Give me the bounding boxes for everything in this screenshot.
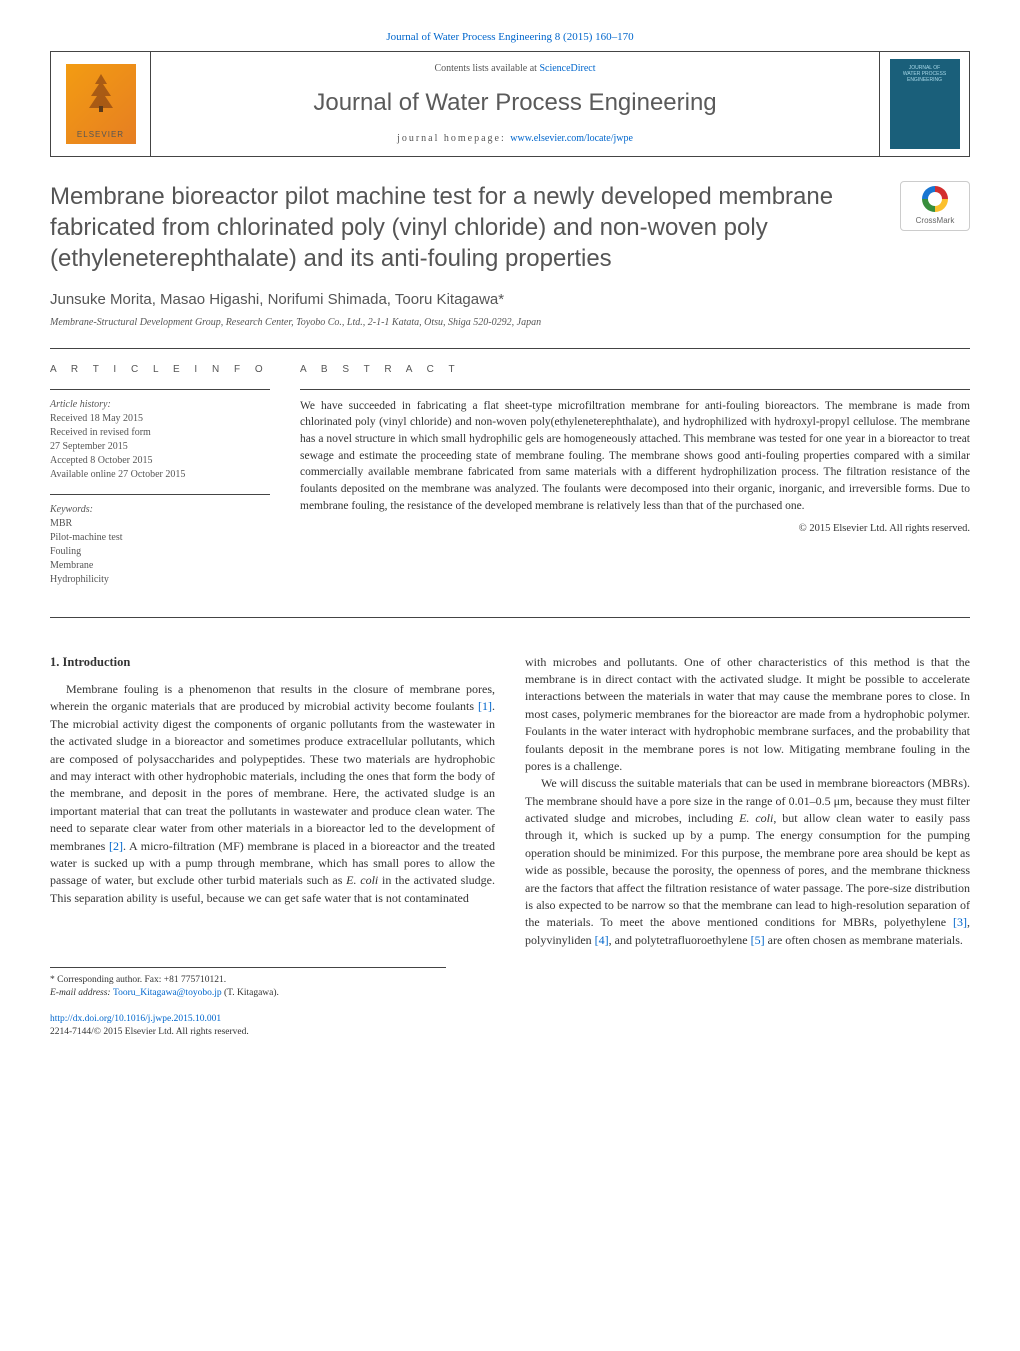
keyword-4: Membrane [50, 559, 270, 573]
corresponding-author: * Corresponding author. Fax: +81 7757101… [50, 974, 446, 987]
abstract-divider [300, 389, 970, 390]
ref-5-link[interactable]: [5] [751, 933, 765, 947]
keywords-heading: Keywords: [50, 503, 270, 517]
history-online: Available online 27 October 2015 [50, 468, 270, 482]
info-divider-1 [50, 389, 270, 390]
body-paragraph-1: Membrane fouling is a phenomenon that re… [50, 681, 495, 907]
journal-name: Journal of Water Process Engineering [159, 86, 871, 120]
ecoli-italic-2: E. coli [739, 811, 773, 825]
elsevier-tree-icon [81, 70, 121, 114]
header-citation: Journal of Water Process Engineering 8 (… [50, 30, 970, 45]
info-divider-2 [50, 494, 270, 495]
p1-text-a: Membrane fouling is a phenomenon that re… [50, 682, 495, 713]
body-paragraph-3: We will discuss the suitable materials t… [525, 775, 970, 949]
doi-link[interactable]: http://dx.doi.org/10.1016/j.jwpe.2015.10… [50, 1014, 221, 1024]
keyword-3: Fouling [50, 545, 270, 559]
contents-prefix: Contents lists available at [434, 63, 539, 74]
history-accepted: Accepted 8 October 2015 [50, 454, 270, 468]
affiliation: Membrane-Structural Development Group, R… [50, 316, 970, 330]
elsevier-logo: ELSEVIER [66, 64, 136, 144]
body-column-left: 1. Introduction Membrane fouling is a ph… [50, 654, 495, 950]
article-info-column: A R T I C L E I N F O Article history: R… [50, 363, 270, 599]
article-info-label: A R T I C L E I N F O [50, 363, 270, 377]
publisher-logo-cell: ELSEVIER [51, 52, 151, 156]
page-footer: http://dx.doi.org/10.1016/j.jwpe.2015.10… [50, 1013, 970, 1040]
history-block: Article history: Received 18 May 2015 Re… [50, 398, 270, 482]
abstract-copyright: © 2015 Elsevier Ltd. All rights reserved… [300, 522, 970, 537]
body-paragraph-2: with microbes and pollutants. One of oth… [525, 654, 970, 776]
ref-2-link[interactable]: [2] [109, 839, 123, 853]
history-revised-1: Received in revised form [50, 426, 270, 440]
p3-text-b: , but allow clean water to easily pass t… [525, 811, 970, 929]
section-1-heading: 1. Introduction [50, 654, 495, 672]
journal-cover-thumb: JOURNAL OF WATER PROCESS ENGINEERING [890, 59, 960, 149]
email-label: E-mail address: [50, 988, 113, 998]
keyword-5: Hydrophilicity [50, 573, 270, 587]
cover-line-3: ENGINEERING [907, 77, 942, 83]
history-heading: Article history: [50, 398, 270, 412]
p3-text-e: are often chosen as membrane materials. [765, 933, 963, 947]
masthead-center: Contents lists available at ScienceDirec… [151, 52, 879, 156]
divider-bottom [50, 617, 970, 618]
body-column-right: with microbes and pollutants. One of oth… [525, 654, 970, 950]
masthead: ELSEVIER Contents lists available at Sci… [50, 51, 970, 157]
crossmark-icon [922, 186, 948, 212]
history-revised-2: 27 September 2015 [50, 440, 270, 454]
crossmark-badge[interactable]: CrossMark [900, 181, 970, 231]
p3-text-d: , and polytetrafluoroethylene [609, 933, 751, 947]
ecoli-italic-1: E. coli [346, 873, 378, 887]
p1-text-b: . The microbial activity digest the comp… [50, 699, 495, 852]
sciencedirect-link[interactable]: ScienceDirect [539, 63, 595, 74]
email-tail: (T. Kitagawa). [222, 988, 279, 998]
homepage-line: journal homepage: www.elsevier.com/locat… [159, 132, 871, 146]
history-received: Received 18 May 2015 [50, 412, 270, 426]
footnotes: * Corresponding author. Fax: +81 7757101… [50, 967, 446, 1001]
cover-cell: JOURNAL OF WATER PROCESS ENGINEERING [879, 52, 969, 156]
keywords-block: Keywords: MBR Pilot-machine test Fouling… [50, 503, 270, 587]
article-title: Membrane bioreactor pilot machine test f… [50, 181, 880, 275]
authors: Junsuke Morita, Masao Higashi, Norifumi … [50, 289, 970, 310]
abstract-text: We have succeeded in fabricating a flat … [300, 398, 970, 515]
keyword-2: Pilot-machine test [50, 531, 270, 545]
ref-4-link[interactable]: [4] [595, 933, 609, 947]
email-line: E-mail address: Tooru_Kitagawa@toyobo.jp… [50, 987, 446, 1000]
elsevier-name: ELSEVIER [77, 129, 124, 140]
homepage-prefix: journal homepage: [397, 133, 510, 144]
abstract-label: A B S T R A C T [300, 363, 970, 377]
ref-3-link[interactable]: [3] [953, 915, 967, 929]
contents-line: Contents lists available at ScienceDirec… [159, 62, 871, 76]
issn-copyright: 2214-7144/© 2015 Elsevier Ltd. All right… [50, 1026, 970, 1039]
corresponding-email-link[interactable]: Tooru_Kitagawa@toyobo.jp [113, 988, 222, 998]
abstract-column: A B S T R A C T We have succeeded in fab… [300, 363, 970, 599]
crossmark-label: CrossMark [916, 215, 955, 226]
homepage-url-link[interactable]: www.elsevier.com/locate/jwpe [510, 133, 633, 144]
ref-1-link[interactable]: [1] [478, 699, 492, 713]
keyword-1: MBR [50, 517, 270, 531]
